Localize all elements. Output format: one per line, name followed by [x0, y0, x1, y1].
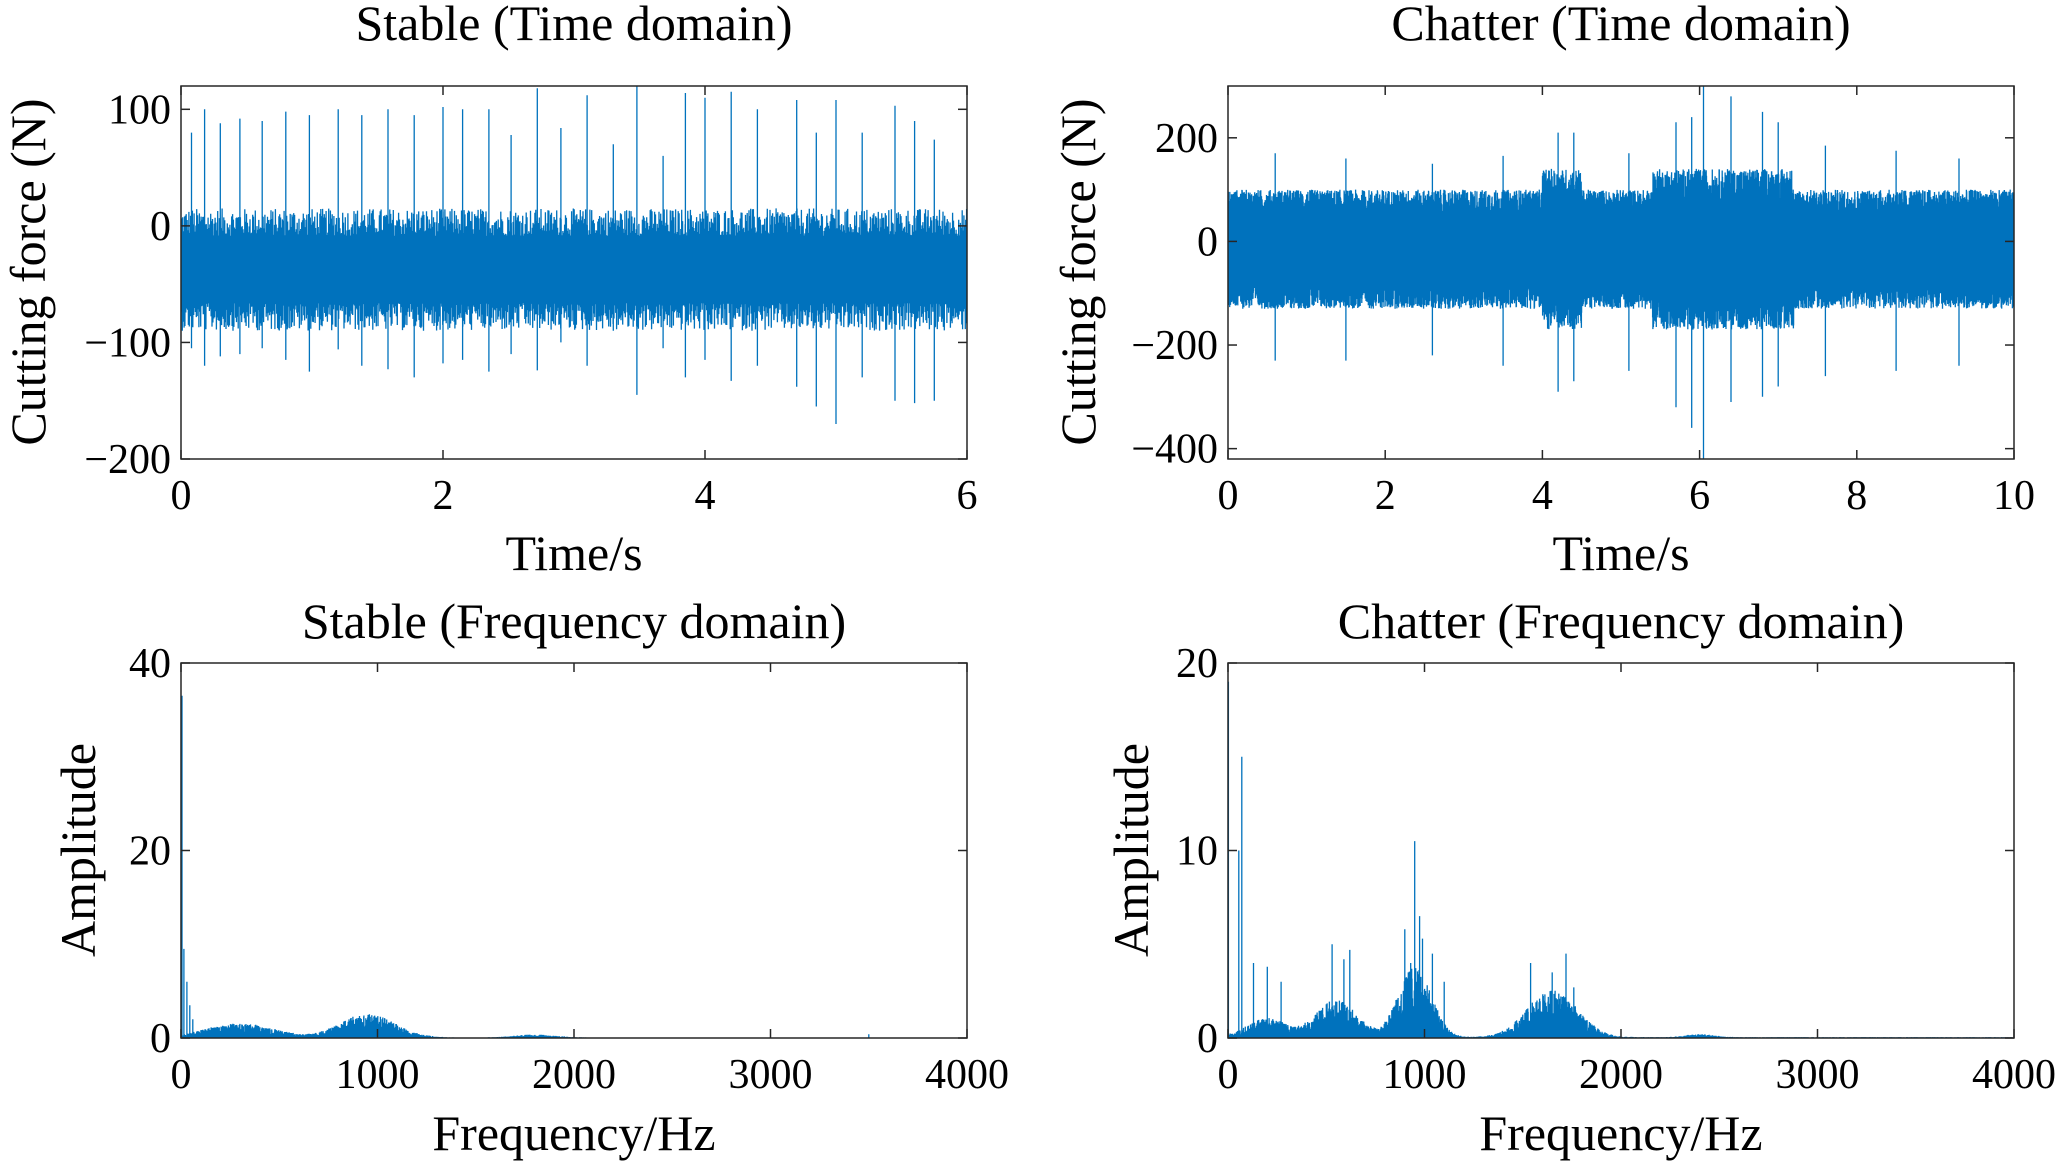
x-tick-label: 10: [1993, 473, 2035, 519]
x-tick-label: 4: [695, 473, 716, 519]
plot-title: Stable (Frequency domain): [302, 593, 846, 649]
axes-box: [1227, 85, 2015, 460]
stable-time-plot: Stable (Time domain) Time/s Cutting forc…: [0, 0, 978, 581]
y-tick-label: −200: [84, 437, 171, 483]
chatter-frequency-plot: Chatter (Frequency domain) Frequency/Hz …: [1103, 593, 2056, 1161]
y-tick-label: 10: [1176, 829, 1218, 875]
y-tick-label: 40: [129, 641, 171, 687]
y-axis-label: Amplitude: [50, 743, 106, 957]
axes-box: [180, 85, 968, 460]
y-tick-label: 0: [150, 204, 171, 250]
y-tick-label: 100: [108, 87, 171, 133]
x-tick-label: 0: [1218, 1052, 1239, 1098]
y-tick-label: −400: [1131, 427, 1218, 473]
x-tick-label: 3000: [729, 1052, 813, 1098]
axes-box: [1227, 662, 2015, 1039]
axes-box: [180, 662, 968, 1039]
x-axis-label: Time/s: [505, 525, 642, 581]
data-series-line: [1228, 681, 2014, 1038]
x-tick-label: 0: [171, 1052, 192, 1098]
x-tick-label: 4: [1532, 473, 1553, 519]
x-tick-label: 0: [1218, 473, 1239, 519]
plot-title: Chatter (Time domain): [1391, 0, 1850, 51]
plot-title: Chatter (Frequency domain): [1338, 593, 1904, 649]
x-tick-label: 8: [1846, 473, 1867, 519]
data-series-line: [181, 695, 967, 1038]
x-tick-label: 2: [433, 473, 454, 519]
stable-frequency-plot: Stable (Frequency domain) Frequency/Hz A…: [50, 593, 1009, 1161]
data-series-line: [1228, 86, 2014, 459]
y-tick-label: 20: [129, 829, 171, 875]
x-tick-label: 2000: [1579, 1052, 1663, 1098]
y-tick-label: −200: [1131, 323, 1218, 369]
y-axis-label: Cutting force (N): [0, 98, 56, 445]
y-tick-label: 20: [1176, 641, 1218, 687]
x-tick-label: 1000: [336, 1052, 420, 1098]
y-tick-label: 0: [150, 1016, 171, 1062]
plot-title: Stable (Time domain): [355, 0, 792, 51]
y-tick-label: 0: [1197, 1016, 1218, 1062]
x-axis-label: Frequency/Hz: [432, 1105, 715, 1161]
y-tick-label: 200: [1155, 116, 1218, 162]
y-axis-label: Amplitude: [1103, 743, 1159, 957]
y-tick-label: 0: [1197, 219, 1218, 265]
y-tick-label: −100: [84, 320, 171, 366]
x-tick-label: 3000: [1776, 1052, 1860, 1098]
x-tick-label: 6: [957, 473, 978, 519]
x-tick-label: 4000: [1972, 1052, 2056, 1098]
x-axis-label: Time/s: [1552, 525, 1689, 581]
data-series-line: [181, 86, 967, 424]
x-tick-label: 6: [1689, 473, 1710, 519]
x-tick-label: 4000: [925, 1052, 1009, 1098]
x-tick-label: 1000: [1383, 1052, 1467, 1098]
chatter-time-plot: Chatter (Time domain) Time/s Cutting for…: [1050, 0, 2035, 581]
x-tick-label: 2: [1375, 473, 1396, 519]
x-axis-label: Frequency/Hz: [1479, 1105, 1762, 1161]
x-tick-label: 0: [171, 473, 192, 519]
y-axis-label: Cutting force (N): [1050, 98, 1106, 445]
x-tick-label: 2000: [532, 1052, 616, 1098]
